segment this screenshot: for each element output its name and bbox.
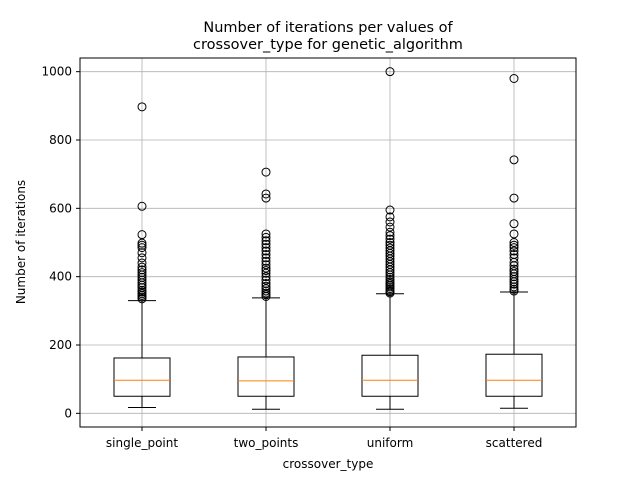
- iqr-box: [361, 354, 419, 397]
- y-tick-label: 200: [49, 338, 72, 352]
- outlier-point: [385, 277, 395, 287]
- outlier-point: [261, 284, 271, 294]
- outlier-point: [509, 74, 519, 83]
- outlier-point: [509, 267, 519, 277]
- outlier-point: [509, 240, 519, 250]
- tick-layer: 0 200 400 600 800 1000 single_point two_points u…: [41, 65, 542, 450]
- x-tick-label: uniform: [367, 436, 414, 450]
- outlier-point: [385, 212, 395, 222]
- outlier-point: [385, 227, 395, 237]
- outlier-point: [261, 260, 271, 270]
- outlier-point: [509, 193, 519, 203]
- outlier-point: [509, 264, 519, 274]
- outlier-point: [509, 238, 519, 247]
- outlier-point: [509, 155, 519, 165]
- outlier-point: [261, 243, 271, 253]
- x-tick-label: single_point: [106, 436, 178, 450]
- box-group-scattered: [485, 74, 543, 409]
- outlier-point: [385, 67, 395, 77]
- outlier-point: [261, 266, 271, 276]
- outlier-point: [261, 249, 271, 259]
- y-tick-label: 1000: [41, 65, 72, 79]
- y-tick-label: 600: [49, 201, 72, 215]
- outlier-point: [261, 189, 271, 199]
- outlier-point: [261, 229, 271, 239]
- outlier-point: [137, 253, 147, 263]
- iqr-box: [485, 353, 543, 397]
- outlier-point: [137, 268, 147, 278]
- outlier-point: [261, 236, 271, 246]
- outlier-point: [509, 246, 519, 256]
- outlier-point: [137, 265, 147, 275]
- outlier-point: [261, 263, 271, 273]
- outlier-point: [137, 243, 147, 253]
- outlier-point: [385, 234, 395, 244]
- outlier-point: [261, 167, 271, 177]
- outlier-point: [385, 240, 395, 250]
- outlier-point: [385, 217, 395, 227]
- outlier-point: [261, 275, 271, 285]
- outlier-point: [261, 193, 271, 203]
- outlier-point: [261, 232, 271, 242]
- outlier-point: [137, 262, 147, 272]
- chart-title-line-2: crossover_type for genetic_algorithm: [193, 37, 463, 53]
- outlier-point: [509, 253, 519, 263]
- outlier-point: [509, 249, 519, 259]
- outlier-point: [137, 201, 147, 211]
- x-axis-label: crossover_type: [283, 457, 374, 471]
- y-tick-label: 400: [49, 270, 72, 284]
- box-group-uniform: [361, 67, 419, 410]
- outlier-point: [261, 272, 271, 282]
- box-group-two-points: [237, 167, 295, 410]
- y-tick-label: 0: [64, 406, 72, 420]
- outlier-point: [385, 222, 395, 232]
- outlier-point: [261, 239, 271, 249]
- outlier-point: [509, 219, 519, 229]
- outlier-point: [137, 258, 147, 268]
- y-axis-label: Number of iterations: [14, 180, 28, 304]
- outlier-point: [261, 268, 271, 278]
- outlier-point: [385, 238, 395, 247]
- grid-layer: [80, 58, 576, 427]
- box-group-single-point: [113, 102, 171, 409]
- outlier-point: [137, 102, 147, 112]
- outlier-point: [385, 231, 395, 241]
- outlier-point: [261, 256, 271, 266]
- box-layer: [113, 67, 543, 410]
- x-tick-label: scattered: [486, 436, 543, 450]
- iqr-box: [237, 356, 295, 397]
- chart-title-line-1: Number of iterations per values of: [203, 20, 453, 36]
- iqr-box: [113, 357, 171, 397]
- outlier-point: [509, 229, 519, 239]
- outlier-point: [261, 279, 271, 288]
- y-tick-label: 800: [49, 133, 72, 147]
- outlier-point: [137, 230, 147, 240]
- outlier-point: [385, 205, 395, 215]
- outlier-point: [261, 281, 271, 291]
- axes-frame: [79, 57, 577, 428]
- x-tick-label: two_points: [234, 436, 299, 450]
- outlier-point: [261, 246, 271, 256]
- outlier-point: [385, 243, 395, 253]
- outlier-point: [509, 243, 519, 253]
- outlier-point: [261, 253, 271, 263]
- outlier-point: [137, 238, 147, 248]
